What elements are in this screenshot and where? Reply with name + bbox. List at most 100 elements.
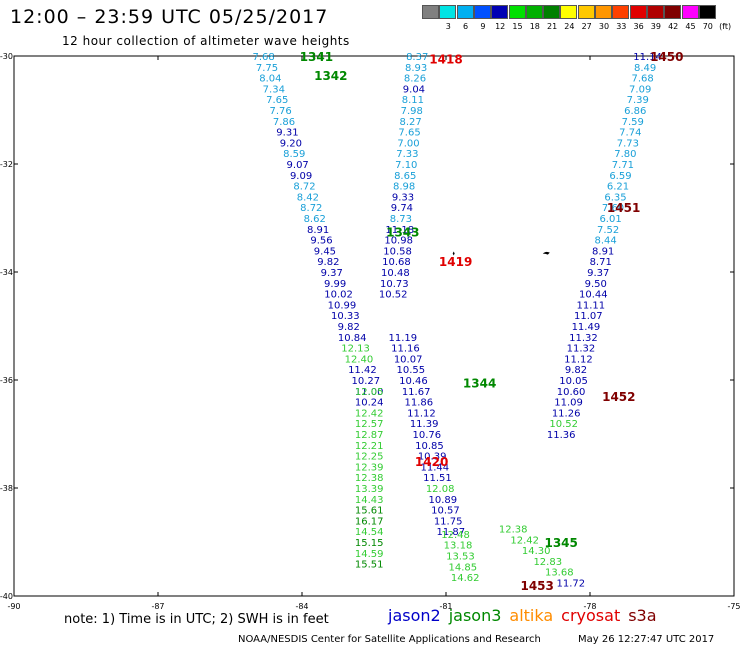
wave-height-value: 8.73 <box>390 214 412 225</box>
wave-height-value: 10.39 <box>418 452 447 463</box>
wave-height-value: 11.32 <box>567 344 596 355</box>
legend-swatch <box>629 5 647 19</box>
generated-timestamp: May 26 12:27:47 UTC 2017 <box>578 634 715 645</box>
legend-swatch <box>508 5 526 19</box>
wave-height-value: 11.87 <box>436 527 465 538</box>
wave-height-value: 10.99 <box>328 300 357 311</box>
satellite-jason3: jason3 <box>448 606 502 625</box>
wave-height-value: 8.72 <box>293 182 315 193</box>
wave-height-value: 7.75 <box>256 63 278 74</box>
legend-swatch <box>543 5 561 19</box>
legend-swatch <box>456 5 474 19</box>
wave-height-value: 15.51 <box>355 560 384 571</box>
wave-height-value: 9.09 <box>290 171 312 182</box>
wave-height-value: 6.01 <box>599 214 621 225</box>
wave-height-value: 10.98 <box>384 236 413 247</box>
wave-height-value: 11.67 <box>402 387 431 398</box>
wave-height-value: 14.30 <box>522 546 551 557</box>
wave-height-value: 14.59 <box>355 549 384 560</box>
legend-label: 12 <box>495 22 506 31</box>
legend-label: 45 <box>685 22 696 31</box>
wave-height-value: 14.43 <box>355 495 384 506</box>
wave-height-value: 10.57 <box>431 506 460 517</box>
wave-height-value: 7.65 <box>398 128 420 139</box>
wave-height-value: 10.52 <box>549 419 578 430</box>
wave-height-value: 11.51 <box>423 473 452 484</box>
wave-height-value: 11.11 <box>577 300 606 311</box>
wave-height-value: 7.80 <box>614 149 636 160</box>
wave-height-value: 15.15 <box>355 538 384 549</box>
wave-height-value: 8.27 <box>400 117 422 128</box>
lat-tick-label: -30 <box>0 52 13 61</box>
legend-label: 3 <box>445 22 451 31</box>
pass-label: 1345 <box>544 536 577 550</box>
wave-height-value: 12.39 <box>355 462 384 473</box>
pass-label: 1419 <box>439 255 472 269</box>
lat-tick-label: -38 <box>0 484 13 493</box>
wave-height-value: 10.55 <box>396 365 425 376</box>
wave-height-value: 12.40 <box>345 354 374 365</box>
wave-height-value: 9.45 <box>314 246 336 257</box>
legend-swatch <box>439 5 457 19</box>
wave-height-value: 12.38 <box>499 525 528 536</box>
wave-height-value: 7.10 <box>395 160 417 171</box>
wave-height-value: 12.13 <box>341 344 370 355</box>
wave-height-value: 7.73 <box>617 138 639 149</box>
wave-height-value: 11.12 <box>564 354 593 365</box>
wave-height-value: 8.93 <box>405 63 427 74</box>
wave-height-value: 9.99 <box>324 279 346 290</box>
legend-label: 70 <box>702 22 713 31</box>
wave-height-value: 11.00 <box>355 387 384 398</box>
wave-height-value: 9.07 <box>287 160 309 171</box>
pass-label: 1343 <box>386 226 419 240</box>
pass-label: 1451 <box>607 201 640 215</box>
wave-height-value: 9.33 <box>392 192 414 203</box>
legend-swatch <box>491 5 509 19</box>
wave-height-value: 7.76 <box>269 106 291 117</box>
wave-height-value: 11.32 <box>569 333 598 344</box>
wave-height-value: 7.68 <box>632 74 654 85</box>
wave-height-value: 12.42 <box>510 535 539 546</box>
wave-height-value: 10.89 <box>428 495 457 506</box>
lat-tick-label: -34 <box>0 268 13 277</box>
wave-height-value: 9.82 <box>565 365 587 376</box>
wave-height-value: 8.91 <box>307 225 329 236</box>
wave-height-value: 9.37 <box>587 268 609 279</box>
wave-height-value: 9.31 <box>276 128 298 139</box>
legend-swatch <box>422 5 439 19</box>
legend-label: 15 <box>512 22 523 31</box>
wave-height-value: 10.76 <box>412 430 441 441</box>
wave-height-value: 9.56 <box>310 236 332 247</box>
wave-height-value: 10.84 <box>338 333 367 344</box>
island-marker <box>542 251 550 255</box>
legend-label: 39 <box>650 22 661 31</box>
legend-label: 30 <box>598 22 610 31</box>
wave-height-value: 7.00 <box>397 138 419 149</box>
wave-height-value: 10.33 <box>331 311 360 322</box>
lon-tick-label: -81 <box>439 602 452 611</box>
legend-swatch <box>698 5 716 19</box>
footnote: note: 1) Time is in UTC; 2) SWH is in fe… <box>64 612 329 627</box>
wave-height-value: 13.53 <box>446 552 475 563</box>
wave-height-value: 10.27 <box>351 376 380 387</box>
wave-height-value: 11.49 <box>572 322 601 333</box>
wave-height-value: 10.73 <box>380 279 409 290</box>
legend-swatch <box>525 5 543 19</box>
wave-height-value: 11.07 <box>574 311 603 322</box>
wave-height-value: 11.86 <box>404 398 433 409</box>
pass-label: 1418 <box>429 53 462 67</box>
wave-height-value: 11.44 <box>420 462 449 473</box>
legend-unit: (ft) <box>719 22 732 31</box>
wave-height-value: 7.71 <box>612 160 634 171</box>
wave-height-value: 14.54 <box>355 527 384 538</box>
wave-height-value: 9.20 <box>280 138 302 149</box>
wave-height-value: 8.04 <box>259 74 281 85</box>
wave-height-value: 7.60 <box>602 203 624 214</box>
wave-height-value: 7.65 <box>266 95 288 106</box>
wave-height-value: 8.65 <box>394 171 416 182</box>
wave-height-value: 12.08 <box>426 484 455 495</box>
wave-height-value: 11.16 <box>391 344 420 355</box>
wave-height-value: 13.18 <box>444 541 473 552</box>
wave-height-value: 13.39 <box>355 484 384 495</box>
